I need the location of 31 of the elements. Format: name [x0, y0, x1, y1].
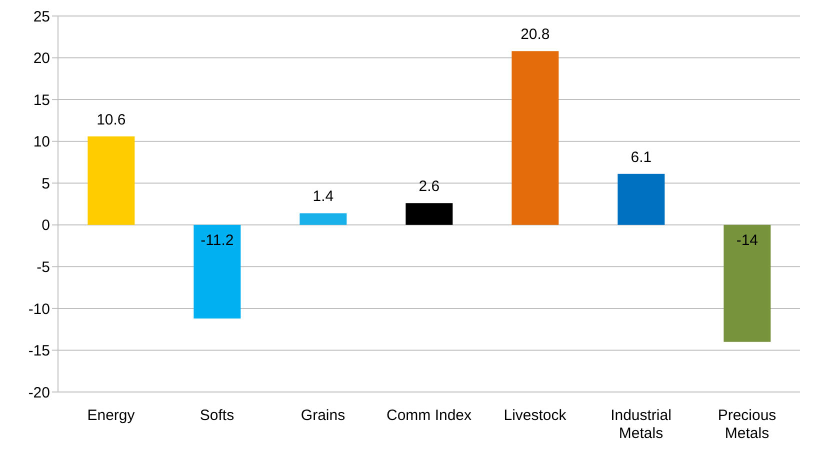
bar	[194, 224, 241, 318]
y-tick-label: 10	[33, 134, 50, 151]
bar	[512, 51, 559, 225]
data-label: 1.4	[312, 188, 334, 206]
bar	[618, 174, 665, 225]
data-label: 2.6	[418, 178, 440, 196]
y-tick-label: -10	[28, 300, 50, 318]
y-tick-label: 15	[33, 92, 50, 109]
y-tick-label: 20	[33, 50, 50, 68]
bar	[724, 224, 771, 342]
data-label: 6.1	[630, 148, 652, 166]
y-tick-label: -20	[28, 384, 50, 402]
x-tick-label: Comm Index	[386, 407, 472, 424]
x-tick-label: Softs	[200, 407, 234, 424]
data-label: 20.8	[520, 26, 550, 44]
x-tick-label: Livestock	[504, 407, 567, 424]
y-tick-label: -15	[28, 342, 50, 360]
y-tick-label: 25	[33, 8, 50, 26]
y-tick-label: 0	[42, 217, 50, 234]
x-tick-label: Energy	[87, 407, 136, 424]
x-tick-label: Grains	[300, 407, 346, 424]
data-label: -11.2	[200, 232, 234, 249]
bar	[406, 203, 453, 225]
data-label: 10.6	[96, 111, 126, 128]
x-tick-label: Precious Metals	[718, 407, 776, 442]
data-label: -14	[736, 232, 758, 249]
bar	[88, 136, 135, 225]
y-tick-label: -5	[36, 258, 50, 276]
y-tick-label: 5	[42, 175, 50, 192]
bar	[300, 213, 347, 225]
x-tick-label: Industrial Metals	[610, 407, 672, 442]
